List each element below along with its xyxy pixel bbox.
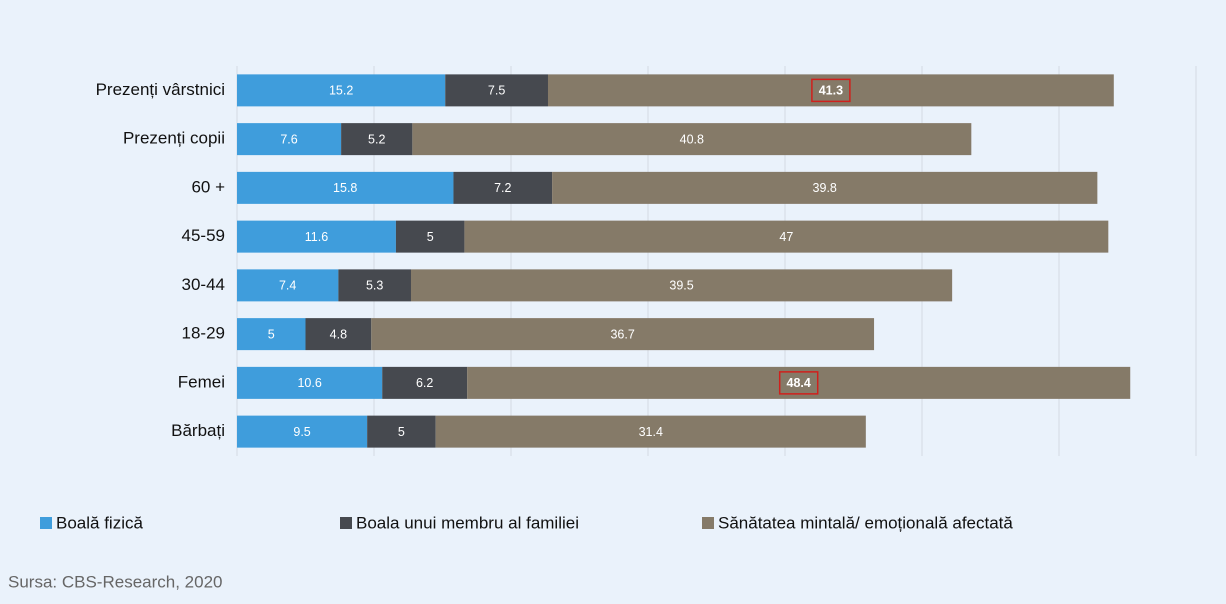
legend-swatch xyxy=(702,517,714,529)
value-label: 47 xyxy=(779,230,793,244)
legend-label: Boala unui membru al familiei xyxy=(356,513,579,532)
category-label: 30-44 xyxy=(182,275,225,294)
bar-segment xyxy=(395,220,465,253)
bar-segment xyxy=(338,269,411,302)
value-label: 11.6 xyxy=(305,230,328,244)
category-label: Femei xyxy=(178,372,225,391)
source: Sursa: CBS-Research, 2020 xyxy=(8,572,223,591)
legend-label: Boală fizică xyxy=(56,513,143,532)
bar-segment xyxy=(237,366,383,399)
value-label: 10.6 xyxy=(297,376,321,390)
highlight-box xyxy=(778,371,819,395)
bar-segment xyxy=(237,74,446,107)
bar-segment xyxy=(552,171,1098,204)
bar-segment xyxy=(305,318,372,351)
bar-segment xyxy=(453,171,553,204)
bar-segment xyxy=(410,269,953,302)
value-label: 15.8 xyxy=(333,181,357,195)
bar-segment xyxy=(237,171,454,204)
value-label: 41.3 xyxy=(819,84,843,98)
bar-segment xyxy=(464,220,1109,253)
category-label: Prezenți copii xyxy=(123,129,225,148)
bar-segment xyxy=(445,74,548,107)
value-label: 9.5 xyxy=(293,425,310,439)
value-label: 5 xyxy=(268,327,275,341)
value-label: 15.2 xyxy=(329,84,353,98)
value-label: 5.3 xyxy=(366,279,383,293)
bar-segment xyxy=(382,366,468,399)
value-label: 7.6 xyxy=(280,132,297,146)
legend-label: Sănătatea mintală/ emoțională afectată xyxy=(718,513,1013,532)
bar-segment xyxy=(341,123,413,156)
category-label: 45-59 xyxy=(182,226,225,245)
value-label: 6.2 xyxy=(416,376,433,390)
value-label: 36.7 xyxy=(610,327,634,341)
highlight-box xyxy=(811,78,851,103)
legend-swatch xyxy=(340,517,352,529)
bar-segment xyxy=(237,415,368,448)
category-label: 18-29 xyxy=(182,324,225,343)
bar-segment xyxy=(367,415,436,448)
value-label: 5 xyxy=(398,425,405,439)
value-label: 31.4 xyxy=(639,425,663,439)
value-label: 40.8 xyxy=(680,132,704,146)
bar-segment xyxy=(435,415,866,448)
value-label: 39.5 xyxy=(669,279,693,293)
bar-segment xyxy=(237,220,396,253)
bar-segment xyxy=(237,318,306,351)
value-label: 48.4 xyxy=(787,376,811,390)
value-label: 5 xyxy=(427,230,434,244)
bar-segment xyxy=(237,269,339,302)
value-label: 7.5 xyxy=(488,84,505,98)
value-label: 7.2 xyxy=(494,181,511,195)
bar-segment xyxy=(412,123,972,156)
category-label: Bărbați xyxy=(171,421,225,440)
bar-segment xyxy=(237,123,342,156)
bar-segment xyxy=(371,318,875,351)
legend-swatch xyxy=(40,517,52,529)
value-label: 39.8 xyxy=(813,181,837,195)
value-label: 5.2 xyxy=(368,132,385,146)
value-label: 4.8 xyxy=(330,327,347,341)
category-label: Prezenți vârstnici xyxy=(96,80,225,99)
category-label: 60 + xyxy=(191,177,225,196)
value-label: 7.4 xyxy=(279,279,296,293)
